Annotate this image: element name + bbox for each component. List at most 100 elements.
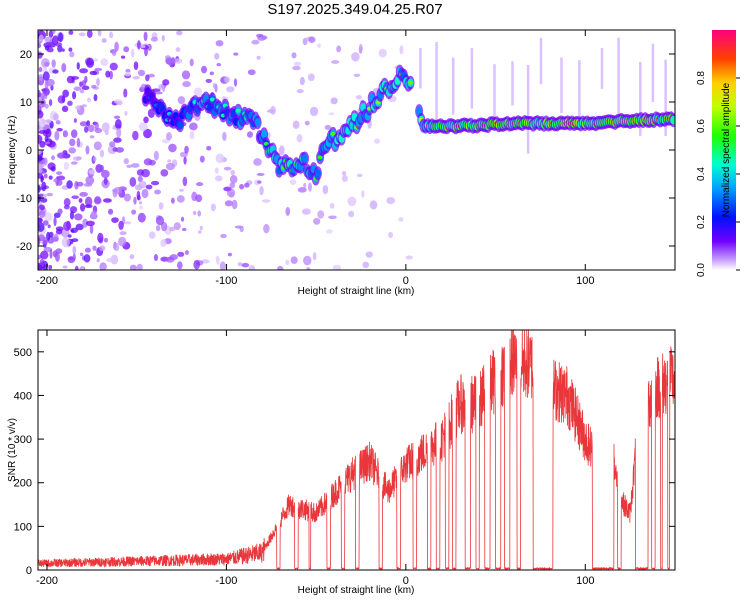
spectrogram-noise-cell: [68, 47, 73, 52]
spectrogram-noise-cell: [270, 105, 276, 115]
spectrogram-noise-cell: [40, 250, 49, 260]
spectrogram-noise-cell: [41, 58, 50, 68]
spectrogram-noise-cell: [78, 32, 86, 37]
spectrogram-noise-cell: [124, 221, 132, 225]
spectrogram-noise-cell: [324, 124, 332, 130]
colorbar-tick-label: 0.6: [696, 119, 707, 133]
spectrogram-noise-cell: [399, 45, 404, 55]
spectrogram-noise-cell: [61, 48, 65, 52]
spectrogram-noise-cell: [113, 187, 123, 195]
spectrogram-streak: [651, 43, 655, 102]
spectrogram-noise-cell: [39, 143, 45, 148]
spectrogram-noise-cell: [72, 91, 77, 100]
spectrogram-noise-cell: [42, 95, 48, 99]
snr-ticks: -200 -100 0 100 0 100 200 300 400 500: [14, 330, 675, 587]
spectrogram-noise-cell: [86, 120, 91, 127]
spectrogram-noise-cell: [224, 76, 231, 83]
spectrogram-noise-cell: [73, 118, 77, 123]
spectrogram-noise-cell: [153, 150, 159, 161]
spectrogram-noise-cell: [44, 79, 49, 89]
spectrogram-noise-cell: [199, 155, 205, 163]
spectrogram-noise-cell: [143, 128, 152, 139]
spectrogram-noise-cell: [70, 129, 78, 138]
spectrogram-noise-cell: [40, 177, 44, 183]
spectrogram-noise-cell: [167, 159, 172, 163]
spectrogram-noise-cell: [67, 100, 73, 107]
spectrogram-noise-cell: [362, 261, 370, 269]
spectrogram-noise-cell: [56, 171, 63, 175]
spectrogram-noise-cell: [341, 175, 348, 183]
spectrogram-noise-cell: [129, 264, 137, 270]
spectrogram-noise-cell: [103, 198, 112, 203]
spectrogram-noise-cell: [177, 251, 185, 257]
spectrogram-noise-cell: [99, 262, 107, 270]
spectrogram-noise-cell: [296, 134, 303, 143]
spectrogram-noise-cell: [38, 236, 41, 246]
snr-panel: -200 -100 0 100 0 100 200 300 400 500 Height of s…: [7, 329, 676, 596]
spectrogram-noise-cell: [50, 84, 54, 91]
y-tick-label: 100: [14, 521, 32, 533]
spectrogram-noise-cell: [261, 35, 268, 40]
spectrogram-noise-cell: [162, 79, 170, 86]
spectrogram-noise-cell: [69, 210, 75, 220]
spectrogram-noise-cell: [233, 52, 239, 56]
spectrogram-noise-cell: [231, 199, 238, 210]
spectrogram-noise-cell: [46, 192, 54, 197]
spectrogram-noise-cell: [70, 161, 78, 165]
spectrogram-noise-cell: [82, 218, 88, 228]
spectrogram-noise-cell: [62, 130, 68, 138]
colorbar-ticks: 0.0 0.2 0.4 0.6 0.8: [696, 71, 740, 277]
spectrogram-noise-cell: [177, 261, 183, 270]
spectrogram-noise-cell: [62, 89, 70, 98]
spectrogram-noise-cell: [109, 70, 113, 80]
spectrogram-noise-cell: [80, 266, 85, 270]
spectrogram-noise-cell: [38, 157, 44, 161]
spectrogram-noise-cell: [45, 128, 52, 138]
snr-y-axis-label: SNR (10 * v/v): [7, 418, 18, 482]
spectrogram-noise-cell: [101, 122, 110, 133]
spectrogram-noise-cell: [55, 226, 64, 232]
spectrogram-noise-cell: [94, 196, 102, 204]
spectrogram-noise-cell: [330, 97, 338, 105]
spectrogram-noise-cell: [79, 68, 89, 74]
spectrogram-noise-cell: [99, 149, 105, 158]
spectrogram-noise-cell: [53, 216, 57, 227]
spectrogram-noise-cell: [73, 86, 82, 91]
spectrogram-noise-cell: [290, 256, 298, 264]
spectrogram-noise-cell: [103, 237, 109, 243]
y-tick-label: 0: [26, 565, 32, 577]
spectrogram-noise-cell: [165, 162, 175, 171]
spectrogram-noise-cell: [150, 36, 158, 42]
spectrogram-noise-cell: [111, 50, 117, 57]
spectrogram-noise-cell: [84, 247, 91, 253]
spectrogram-noise-cell: [44, 36, 54, 43]
spectrogram-noise-cell: [169, 254, 178, 261]
spectrogram-noise-cell: [158, 84, 165, 90]
spectrogram-noise-cell: [166, 132, 172, 141]
spectrogram-noise-cell: [195, 194, 203, 203]
spectrogram-noise-cell: [132, 130, 139, 141]
spectrogram-noise-cell: [89, 70, 97, 76]
spectrogram-noise-cell: [78, 198, 83, 203]
spectrogram-noise-cell: [88, 169, 96, 175]
spectrogram-noise-cell: [214, 175, 223, 182]
spectrogram-noise-cell: [229, 182, 236, 189]
x-tick-label: 100: [576, 575, 594, 587]
spectrogram-noise-cell: [49, 249, 53, 259]
spectrogram-noise-cell: [45, 119, 52, 124]
spectrogram-noise-cell: [86, 58, 95, 68]
spectrogram-noise-cell: [56, 175, 66, 181]
spectrogram-noise-cell: [138, 122, 148, 132]
spectrogram-noise-cell: [125, 68, 131, 73]
spectrogram-noise-cell: [154, 189, 162, 195]
spectrogram-noise-cell: [38, 130, 46, 134]
spectrogram-noise-cell: [166, 57, 175, 66]
spectrogram-noise-cell: [118, 236, 127, 247]
colorbar-tick-label: 0.8: [696, 71, 707, 85]
spectrogram-noise-cell: [251, 39, 260, 45]
spectrogram-noise-cell: [193, 259, 201, 270]
spectrogram-noise-cell: [276, 265, 284, 270]
spectrogram-noise-cell: [219, 261, 226, 270]
spectrogram-noise-cell: [237, 262, 243, 267]
